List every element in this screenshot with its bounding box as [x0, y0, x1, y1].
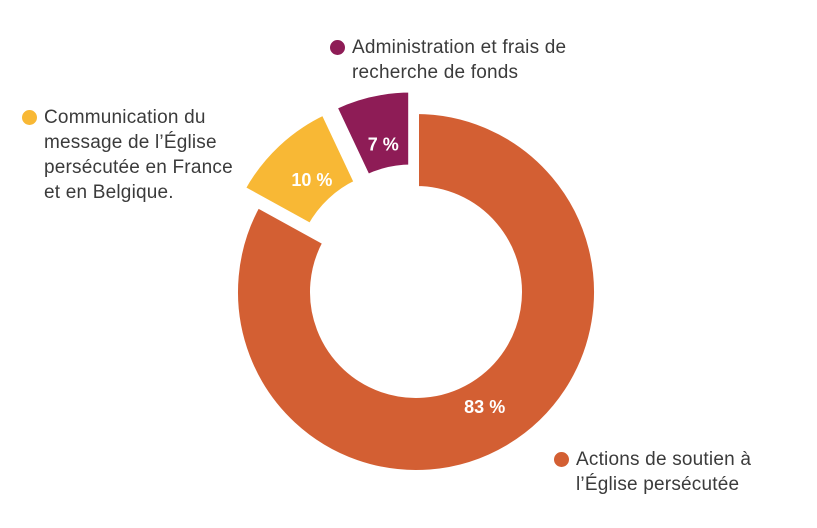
slice-label-actions: 83 % [464, 397, 505, 417]
legend-dot-communication [22, 110, 37, 125]
slice-actions [232, 108, 600, 476]
legend-label-communication: Communication du message de l’Église per… [44, 107, 233, 203]
legend-label-actions: Actions de soutien à l’Église persécutée [576, 449, 752, 495]
slice-labels: 83 % 10 % 7 % [291, 134, 505, 417]
legend-item-actions: Actions de soutien à l’Église persécutée [554, 447, 794, 497]
legend-dot-actions [554, 452, 569, 467]
slice-label-communication: 10 % [291, 170, 332, 190]
slice-communication [239, 109, 361, 230]
legend-label-administration: Administration et frais de recherche de … [352, 37, 567, 83]
donut-slices [232, 86, 600, 476]
legend-item-communication: Communication du message de l’Église per… [22, 105, 237, 205]
slice-administration [331, 86, 415, 181]
legend-item-administration: Administration et frais de recherche de … [330, 35, 600, 85]
slice-label-administration: 7 % [368, 134, 399, 154]
legend-dot-administration [330, 40, 345, 55]
